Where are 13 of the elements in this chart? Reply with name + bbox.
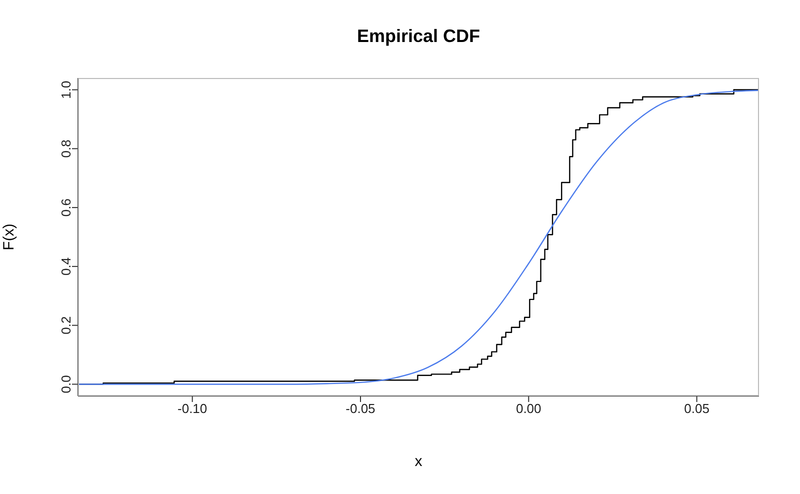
y-tick-label: 0.6	[58, 198, 74, 217]
y-tick-label: 0.8	[58, 140, 74, 158]
y-tick-label: 1.0	[58, 80, 74, 99]
y-axis-title: F(x)	[0, 224, 18, 250]
y-tick-label: 0.2	[58, 316, 74, 334]
x-axis-title: x	[414, 453, 423, 470]
chart-title: Empirical CDF	[356, 26, 482, 47]
x-tick-label: -0.10	[178, 401, 208, 416]
y-tick-label: 0.0	[58, 375, 74, 394]
y-tick-label: 0.4	[58, 257, 74, 276]
x-tick-label: -0.05	[346, 401, 376, 416]
x-tick-label: 0.00	[516, 401, 542, 416]
x-tick-label: 0.05	[684, 401, 710, 416]
